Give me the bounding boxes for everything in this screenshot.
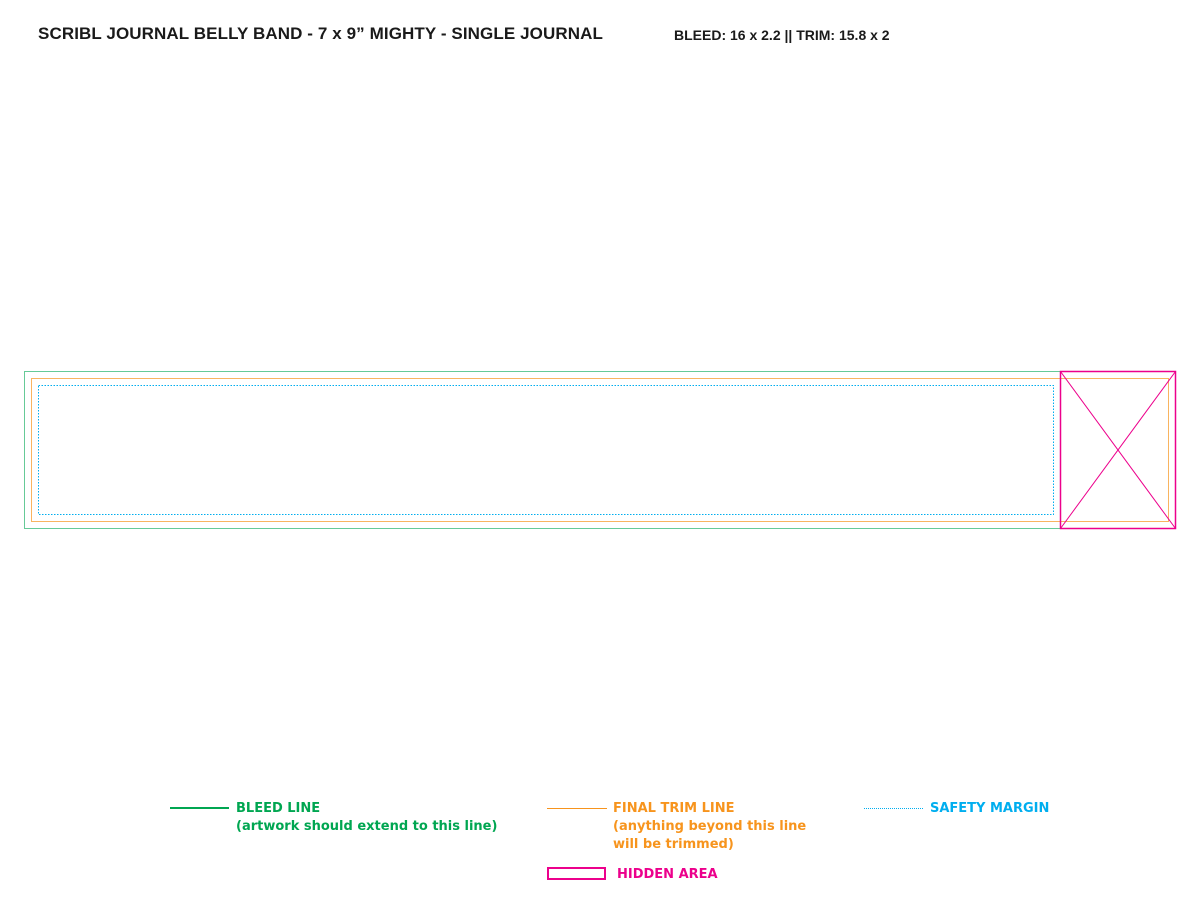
hidden-area-label: HIDDEN AREA [617,867,718,882]
bleed-line-label: BLEED LINE [236,801,321,816]
bleed-line-rect [24,371,1176,529]
hidden-area-swatch [547,867,606,880]
hidden-area-cross-2 [1060,371,1176,529]
page-title: SCRIBL JOURNAL BELLY BAND - 7 x 9” MIGHT… [38,24,603,43]
trim-line-swatch [547,808,607,809]
trim-line-rect [31,378,1169,522]
bleed-line-note: (artwork should extend to this line) [236,819,498,834]
template-specs: BLEED: 16 x 2.2 || TRIM: 15.8 x 2 [674,27,890,43]
bleed-line-swatch [170,807,229,809]
hidden-area-rect [1059,370,1177,530]
trim-line-note-1: (anything beyond this line [613,819,807,834]
trim-line-label: FINAL TRIM LINE [613,801,735,816]
safety-margin-rect [38,385,1054,515]
trim-line-note-2: will be trimmed) [613,837,734,852]
safety-margin-swatch [864,808,923,809]
safety-margin-label: SAFETY MARGIN [930,801,1050,816]
